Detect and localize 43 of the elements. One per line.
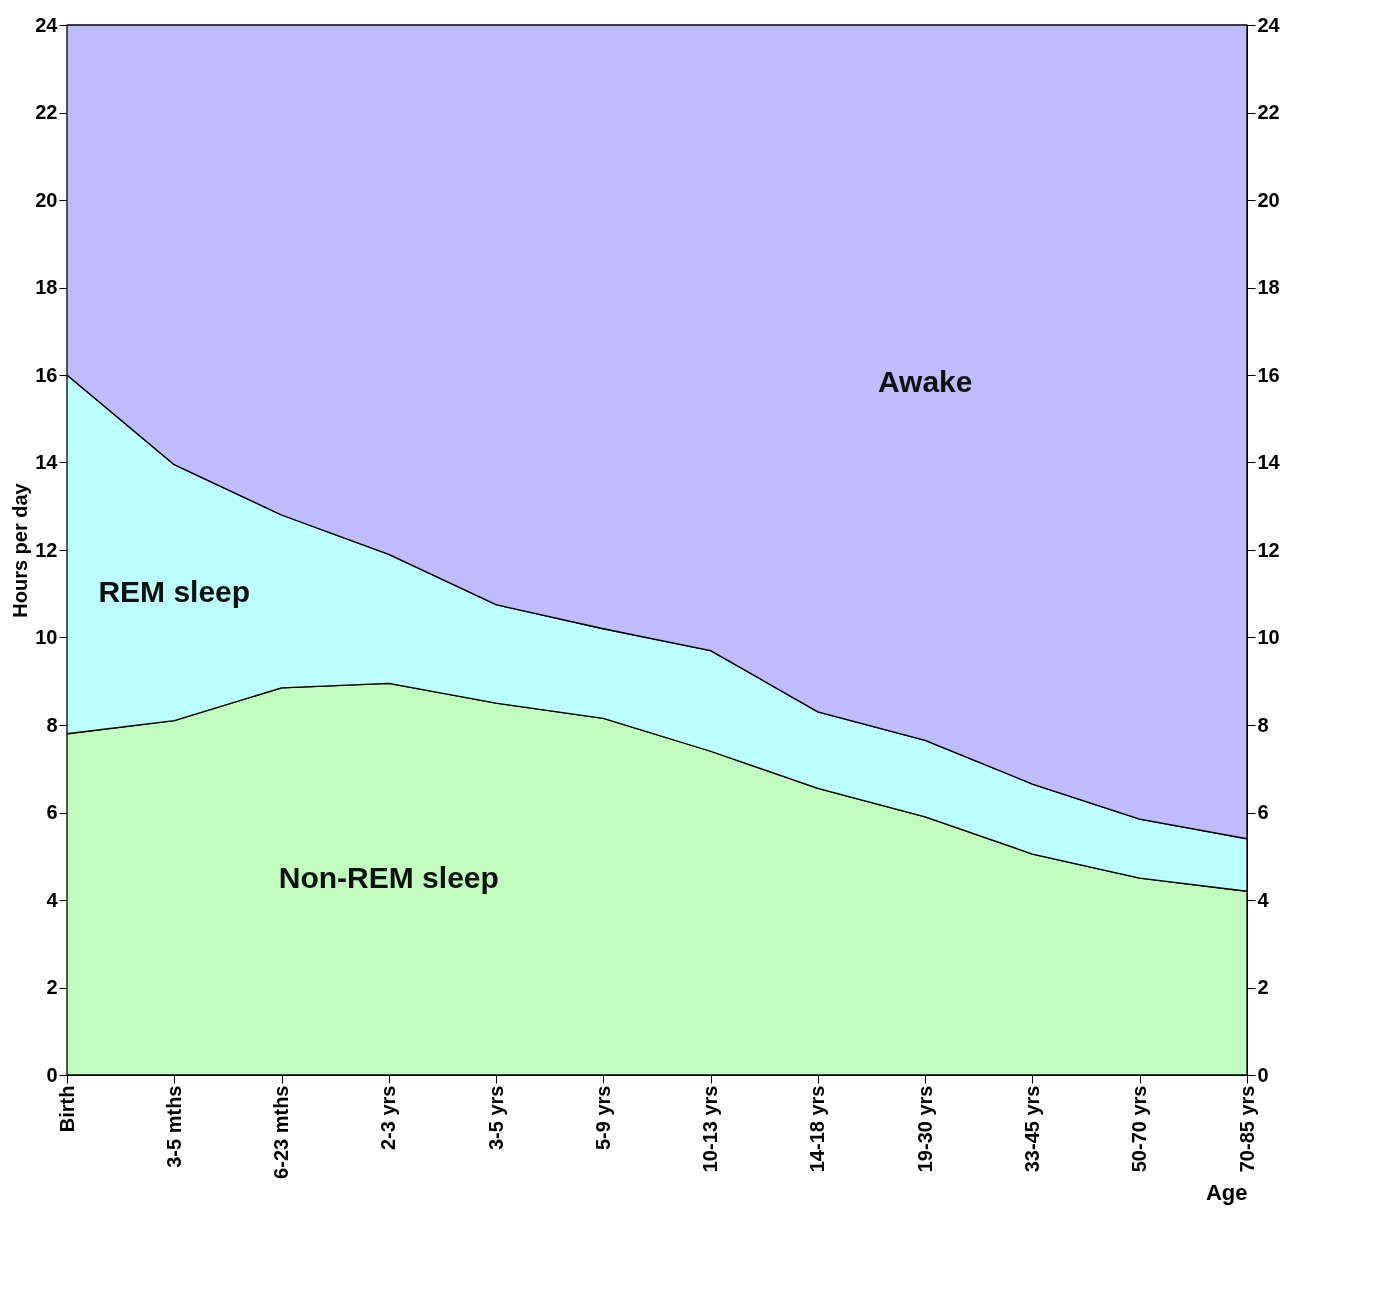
y2-tick-label: 2 [1257, 976, 1269, 998]
y-tick-label: 22 [35, 101, 58, 123]
x-tick-label: 70-85 yrs [1235, 1085, 1258, 1173]
y2-tick-label: 6 [1257, 801, 1269, 823]
y-tick-label: 0 [46, 1063, 58, 1086]
x-tick-label: Birth [55, 1085, 78, 1133]
y2-tick-label: 0 [1257, 1063, 1269, 1086]
y-tick-label: 2 [46, 976, 58, 998]
x-tick-label: 10-13 yrs [699, 1085, 722, 1173]
x-tick-label: 6-23 mths [270, 1085, 293, 1179]
y-tick-label: 6 [46, 801, 58, 823]
y-tick-label: 16 [35, 363, 58, 386]
series-label: Non-REM sleep [278, 861, 499, 895]
x-tick-label: 14-18 yrs [806, 1085, 829, 1173]
x-tick-label: 33-45 yrs [1020, 1085, 1043, 1173]
y2-tick-label: 4 [1257, 888, 1270, 911]
x-tick-label: 50-70 yrs [1128, 1085, 1151, 1173]
x-tick-label: 19-30 yrs [913, 1085, 936, 1173]
series-label: REM sleep [98, 574, 251, 608]
y2-tick-label: 12 [1257, 538, 1280, 561]
y-tick-label: 18 [35, 276, 58, 298]
y2-tick-label: 24 [1257, 13, 1281, 36]
y-tick-label: 4 [46, 888, 59, 911]
x-tick-label: 2-3 yrs [377, 1085, 400, 1150]
series-label: Awake [877, 364, 973, 398]
y2-tick-label: 16 [1257, 363, 1280, 386]
y-tick-label: 14 [35, 451, 59, 473]
x-axis-title: Age [1205, 1179, 1248, 1205]
y2-tick-label: 14 [1257, 451, 1281, 473]
y2-tick-label: 8 [1257, 713, 1269, 736]
y-tick-label: 12 [35, 538, 58, 561]
y-tick-label: 10 [35, 626, 58, 648]
y2-tick-label: 22 [1257, 101, 1280, 123]
x-tick-label: 3-5 mths [162, 1085, 185, 1168]
y-tick-label: 20 [35, 188, 58, 211]
y-tick-label: 8 [46, 713, 58, 736]
x-tick-label: 3-5 yrs [484, 1085, 507, 1150]
x-tick-label: 5-9 yrs [591, 1085, 614, 1150]
y2-tick-label: 20 [1257, 188, 1280, 211]
y2-tick-label: 10 [1257, 626, 1280, 648]
y-tick-label: 24 [35, 13, 59, 36]
y-axis-title: Hours per day [9, 482, 32, 618]
y2-tick-label: 18 [1257, 276, 1280, 298]
